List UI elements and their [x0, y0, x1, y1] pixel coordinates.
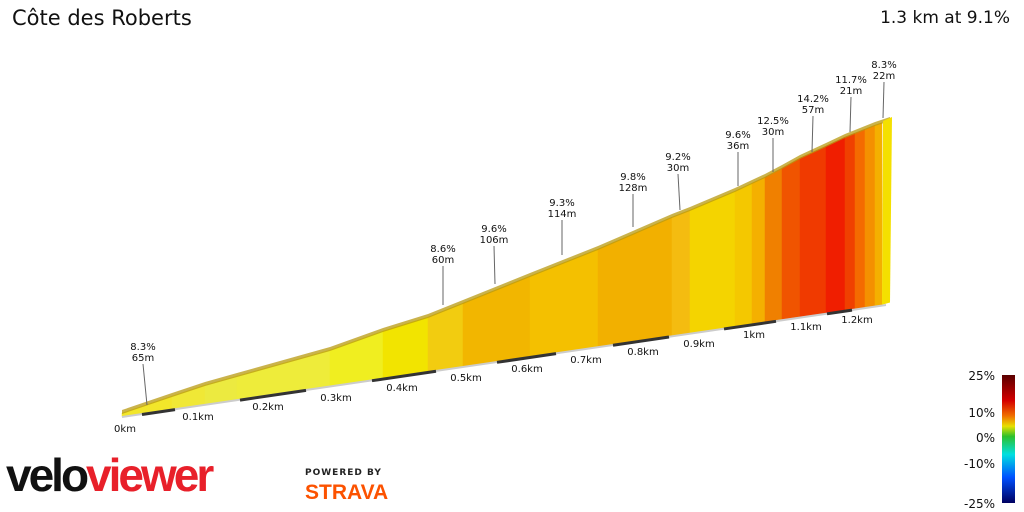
x-axis-band: [239, 388, 307, 402]
annotation-leader-line: [142, 363, 148, 406]
climb-title: Côte des Roberts: [12, 6, 192, 30]
annotation-length: 128m: [619, 183, 648, 194]
x-tick-label: 0.6km: [511, 364, 542, 375]
profile-segment: [854, 128, 866, 309]
legend-label: 25%: [968, 369, 995, 383]
annotation-length: 65m: [132, 353, 154, 364]
profile-segment: [597, 216, 673, 347]
profile-segment: [236, 349, 331, 400]
profile-segment: [864, 124, 876, 308]
x-tick-label: 0km: [114, 424, 136, 435]
strava-logo[interactable]: STRAVA: [305, 481, 389, 504]
powered-by-label: POWERED BY: [305, 468, 382, 478]
annotation-length: 21m: [840, 86, 862, 97]
annotation-gradient: 12.5%: [757, 116, 789, 127]
x-tick-label: 0.2km: [252, 402, 283, 413]
x-tick-label: 1.2km: [841, 315, 872, 326]
annotation-leader-line: [882, 81, 885, 119]
profile-segment: [671, 209, 691, 336]
legend-label: -10%: [964, 457, 995, 471]
profile-end-face: [882, 117, 892, 305]
logo-velo: velo: [6, 449, 89, 501]
legend-label: 10%: [968, 406, 995, 420]
annotation-gradient: 8.6%: [430, 244, 455, 255]
annotation-length: 36m: [727, 141, 749, 152]
annotation-gradient: 9.6%: [725, 130, 750, 141]
x-tick-label: 0.7km: [570, 355, 601, 366]
annotation-length: 60m: [432, 255, 454, 266]
annotation-gradient: 14.2%: [797, 94, 829, 105]
annotation-leader-line: [849, 96, 852, 133]
annotation-length: 30m: [667, 163, 689, 174]
profile-segment: [825, 136, 846, 314]
annotation-leader-line: [811, 115, 814, 153]
x-tick-label: 1km: [743, 330, 765, 341]
profile-segment: [529, 248, 599, 357]
x-tick-label: 0.8km: [627, 347, 658, 358]
veloviewer-logo[interactable]: veloviewer: [6, 449, 214, 501]
x-tick-label: 0.1km: [182, 412, 213, 423]
annotation-gradient: 8.3%: [871, 60, 896, 71]
profile-segment: [764, 167, 783, 323]
x-tick-label: 0.4km: [386, 383, 417, 394]
annotation-leader-line: [677, 173, 681, 211]
annotation-gradient: 9.8%: [620, 172, 645, 183]
annotation-length: 30m: [762, 127, 784, 138]
annotation-gradient: 9.2%: [665, 152, 690, 163]
profile-segment: [874, 122, 883, 307]
annotation-gradient: 9.3%: [549, 198, 574, 209]
profile-segment: [689, 190, 736, 334]
annotation-leader-line: [493, 245, 496, 285]
x-axis-band: [612, 335, 670, 347]
annotation-gradient: 9.6%: [481, 224, 506, 235]
x-axis-band: [141, 408, 176, 416]
annotation-length: 22m: [873, 71, 895, 82]
climb-summary: 1.3 km at 9.1%: [880, 8, 1010, 28]
x-axis-band: [371, 369, 437, 383]
x-axis-band: [723, 319, 777, 331]
x-tick-label: 1.1km: [790, 322, 821, 333]
annotation-gradient: 11.7%: [835, 75, 867, 86]
annotation-gradient: 8.3%: [130, 342, 155, 353]
annotation-length: 114m: [548, 209, 577, 220]
profile-segment: [734, 182, 753, 327]
legend-label: 0%: [976, 431, 995, 445]
annotation-length: 57m: [802, 105, 824, 116]
x-tick-label: 0.3km: [320, 393, 351, 404]
x-tick-label: 0.9km: [683, 339, 714, 350]
profile-segment: [781, 157, 801, 320]
profile-segment: [844, 132, 856, 311]
profile-top-surface: [122, 117, 890, 414]
profile-segment: [799, 145, 827, 318]
legend-label: -25%: [964, 497, 995, 511]
annotation-length: 106m: [480, 235, 509, 246]
x-axis-band: [496, 352, 557, 364]
x-axis-band: [826, 308, 853, 316]
logo-viewer: viewer: [86, 449, 214, 501]
profile-segment: [751, 176, 766, 325]
x-tick-label: 0.5km: [450, 373, 481, 384]
gradient-legend-bar: [1002, 375, 1015, 503]
